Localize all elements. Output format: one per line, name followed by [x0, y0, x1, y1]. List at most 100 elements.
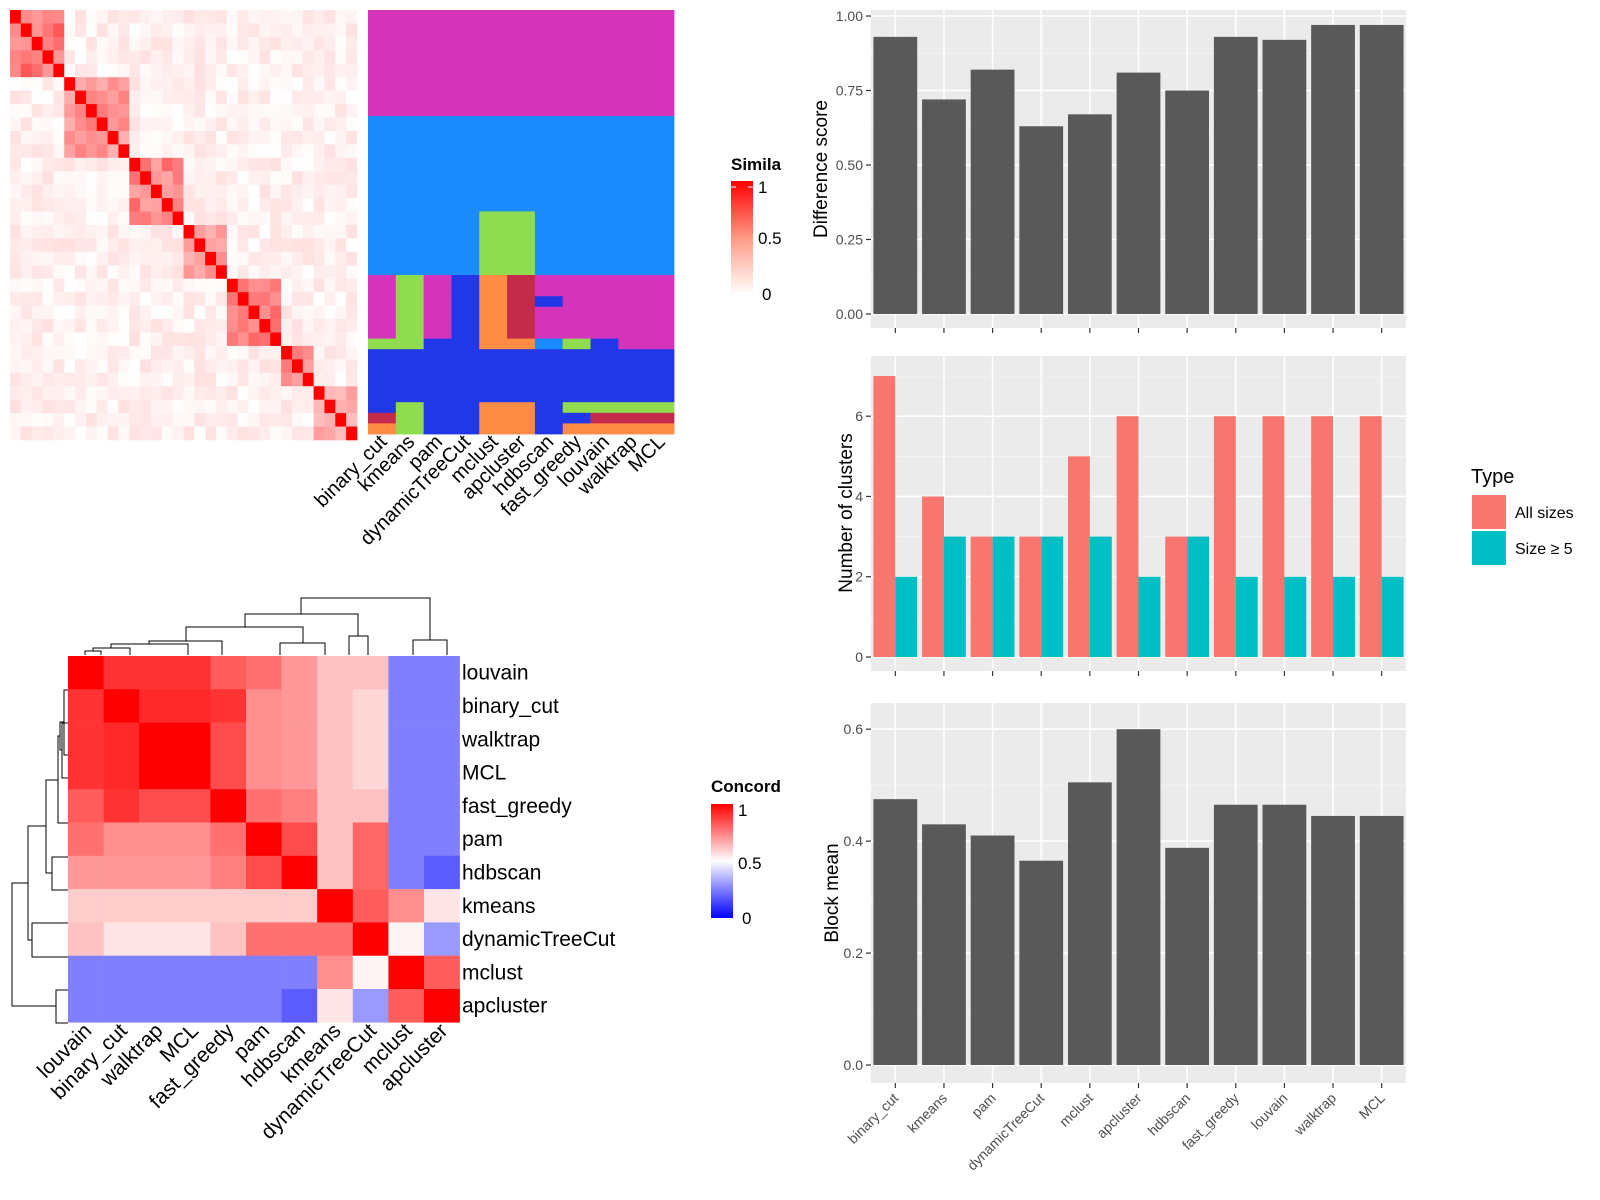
similarity-cell-1-12: [140, 23, 152, 38]
similarity-cell-7-3: [42, 104, 54, 118]
concordance-cell-walktrap-dynamictreecut: [352, 722, 389, 757]
similarity-cell-6-0: [10, 90, 22, 105]
similarity-cell-1-30: [335, 23, 347, 38]
similarity-cell-8-24: [270, 117, 282, 132]
similarity-cell-3-8: [96, 50, 108, 65]
assignment-cell-apcluster-26: [507, 285, 536, 297]
assignment-cell-binary-cut-34: [368, 370, 397, 382]
assignment-cell-hdbscan-15: [534, 169, 564, 180]
assignment-cell-mclust-5: [479, 63, 508, 74]
concordance-cell-kmeans-louvain: [68, 889, 104, 923]
similarity-cell-27-6: [75, 372, 87, 387]
similarity-cell-0-5: [64, 10, 76, 24]
similarity-cell-17-2: [31, 238, 43, 253]
similarity-cell-16-1: [20, 225, 32, 239]
similarity-cell-27-21: [237, 372, 249, 387]
assignment-cell-binary-cut-38: [368, 412, 397, 424]
similarity-cell-7-5: [64, 104, 76, 118]
similarity-cell-0-13: [150, 10, 163, 24]
assignment-cell-dynamictreecut-28: [451, 306, 480, 318]
similarity-cell-22-15: [172, 305, 184, 320]
assignment-cell-fast-greedy-21: [562, 232, 591, 244]
concordance-cell-mclust-binary-cut: [103, 955, 140, 990]
similarity-cell-31-13: [150, 426, 163, 441]
assignment-cell-louvain-35: [590, 381, 619, 392]
assignment-cell-louvain-2: [590, 31, 619, 43]
concordance-cell-pam-louvain: [68, 822, 104, 857]
similarity-cell-9-18: [205, 130, 217, 145]
similarity-cell-13-12: [140, 184, 152, 199]
concordance-cell-apcluster-mclust: [388, 989, 425, 1023]
similarity-cell-25-7: [85, 345, 98, 360]
similarity-cell-12-7: [85, 171, 98, 185]
bm-xlabel-apcluster: apcluster: [1093, 1090, 1145, 1142]
similarity-cell-6-19: [216, 90, 228, 105]
nclusters-x-ticks: [894, 671, 1383, 676]
assignment-cell-mclust-4: [479, 52, 508, 64]
similarity-cell-2-25: [281, 36, 293, 51]
assignment-cell-dynamictreecut-23: [451, 253, 480, 265]
similarity-cell-28-31: [346, 386, 358, 400]
concordance-row-label-fast-greedy: fast_greedy: [462, 795, 572, 818]
similarity-cell-15-21: [237, 211, 249, 226]
similarity-cell-1-24: [270, 23, 282, 38]
concordance-cell-fast-greedy-fast-greedy: [210, 789, 247, 823]
similarity-legend: Simila 1 0.5 0: [731, 155, 782, 304]
assignment-cell-kmeans-12: [395, 137, 425, 149]
similarity-cell-7-24: [270, 104, 282, 118]
concordance-row-label-hdbscan: hdbscan: [462, 862, 541, 885]
assignment-cell-mcl-1: [646, 20, 675, 32]
similarity-cell-27-11: [129, 372, 141, 387]
assignment-cell-walktrap-12: [618, 137, 647, 149]
similarity-cell-19-18: [205, 265, 217, 280]
similarity-cell-6-9: [107, 90, 119, 105]
similarity-cell-11-29: [324, 157, 336, 172]
assignment-cell-fast-greedy-9: [562, 105, 591, 117]
assignment-cell-walktrap-36: [618, 391, 647, 403]
similarity-cell-24-23: [259, 332, 271, 347]
similarity-cell-26-24: [270, 359, 282, 374]
similarity-cell-11-28: [313, 157, 325, 172]
assignment-cell-louvain-10: [590, 116, 619, 127]
bm-ytick-0-4: 0.4: [844, 833, 864, 849]
similarity-cell-30-30: [335, 413, 347, 427]
assignment-cell-fast-greedy-2: [562, 31, 591, 43]
similarity-cell-7-7: [85, 104, 98, 118]
concordance-row-label-mclust: mclust: [462, 961, 523, 984]
row-dendrogram: [11, 689, 68, 1024]
similarity-cell-6-30: [335, 90, 347, 105]
similarity-cell-13-7: [85, 184, 98, 199]
assignment-cell-mcl-18: [646, 200, 675, 212]
similarity-cell-10-16: [183, 144, 195, 159]
similarity-cell-19-28: [313, 265, 325, 280]
assignment-cell-pam-27: [423, 296, 452, 308]
assignment-cell-mcl-0: [646, 10, 675, 21]
assignment-cell-fast-greedy-19: [562, 211, 591, 223]
similarity-cell-12-16: [183, 171, 195, 185]
concordance-cell-mcl-mclust: [388, 755, 425, 790]
similarity-cell-11-7: [85, 157, 98, 172]
concordance-cell-apcluster-hdbscan: [281, 989, 318, 1023]
similarity-cell-7-22: [248, 104, 260, 118]
similarity-cell-6-23: [259, 90, 271, 105]
assignment-cell-mcl-26: [646, 285, 675, 297]
similarity-cell-2-14: [161, 36, 173, 51]
assignment-cell-kmeans-10: [395, 116, 425, 127]
assignment-cell-hdbscan-21: [534, 232, 564, 244]
similarity-cell-17-14: [161, 238, 173, 253]
similarity-cell-7-21: [237, 104, 249, 118]
similarity-cell-23-11: [129, 319, 141, 333]
concordance-cell-apcluster-louvain: [68, 989, 104, 1023]
similarity-cell-23-21: [237, 319, 249, 333]
assignment-cell-binary-cut-28: [368, 306, 397, 318]
similarity-cell-12-18: [205, 171, 217, 185]
similarity-cell-3-22: [248, 50, 260, 65]
similarity-cell-7-27: [302, 104, 314, 118]
assignment-cell-walktrap-24: [618, 264, 647, 276]
similarity-cell-17-6: [75, 238, 87, 253]
similarity-cell-19-21: [237, 265, 249, 280]
assignment-cell-dynamictreecut-39: [451, 423, 480, 435]
similarity-cell-0-6: [75, 10, 87, 24]
assignment-cell-binary-cut-16: [368, 179, 397, 191]
similarity-cell-31-26: [291, 426, 304, 441]
